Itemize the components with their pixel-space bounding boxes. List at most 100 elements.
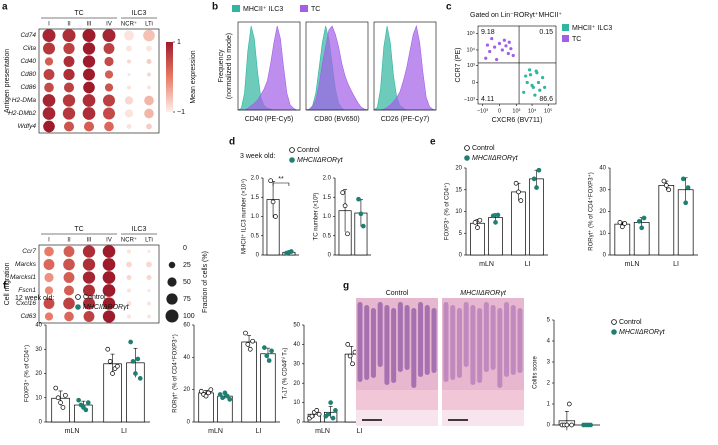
data-point [227,397,233,402]
scatter-point [511,53,515,58]
data-point [83,407,89,413]
dot [104,83,114,92]
scatter-point [533,93,537,97]
scatter-point [488,49,492,54]
legend-marker [611,329,617,335]
data-point [137,376,143,381]
data-point [564,422,570,428]
data-point [472,220,478,225]
legend-label: Control [297,147,320,154]
size-legend-label: 100 [183,313,195,320]
group-label: TC [74,226,83,233]
crypt [456,308,462,378]
x-tick-label: mLN [208,428,223,435]
data-point [680,176,686,182]
density-curve [374,24,437,111]
dot [63,297,75,310]
dot [102,297,116,310]
data-point [225,393,230,399]
x-tick-label: LI [121,428,127,435]
data-point [268,178,274,184]
x-tick-label: LI [357,428,363,435]
dot [147,250,151,253]
y-axis-label: Colitis score [533,356,539,389]
plot-frame [477,25,557,105]
data-point [661,178,667,184]
quadrant-label: 9.18 [481,29,495,36]
y-tick-label: 10 [455,209,462,215]
dot [126,314,132,319]
y-tick-label: 20 [455,166,462,172]
legend-swatch [562,24,569,31]
dot [143,29,155,42]
scatter-point [502,38,506,42]
crypt [404,305,410,370]
dot [82,245,96,258]
y-tick-label: 40 [35,323,42,329]
data-point [198,388,204,394]
data-point [269,348,274,354]
data-point [619,224,625,230]
column-label: III [86,238,91,244]
dot [83,311,95,322]
y-tick-label: −10³ [464,97,475,103]
dot [82,94,96,107]
panel-label: b [212,2,218,13]
colorbar-tick-label: 1 [177,39,181,46]
dot [126,45,132,52]
gene-label: Cd80 [20,71,36,78]
data-point [85,400,91,405]
y-tick-label: 0 [603,253,607,259]
data-point [58,400,63,405]
dot [146,123,152,130]
scatter-point [490,37,494,41]
dot [126,249,132,254]
panel-label: a [2,2,8,13]
data-point [203,393,209,399]
data-point [273,214,278,219]
data-point [342,203,348,209]
y-tick-label: 20 [599,209,606,215]
data-point [350,361,355,367]
data-point [490,213,496,219]
y-tick-label: 10 [35,395,42,401]
dot-frame [38,244,160,324]
scatter-point [534,69,538,73]
data-point [534,185,539,190]
dot [44,272,54,283]
data-point [636,218,642,224]
crypt [424,305,430,375]
x-axis-label: CD26 (PE-Cy7) [381,116,430,123]
scatter-point [528,73,533,77]
dot [63,121,75,132]
dot [124,109,134,118]
data-point [588,422,594,428]
bar [241,341,257,423]
significance-label: ** [278,176,284,183]
dot [102,284,116,297]
y-tick-label: 2.0 [251,176,260,182]
legend-marker [75,304,81,310]
legend-marker [289,157,295,163]
dot [62,107,76,120]
data-point [133,371,138,376]
colorbar [166,42,173,112]
y-tick-label: 0 [187,420,191,426]
image-label: Control [386,290,409,297]
panel-label: g [343,281,349,292]
data-point [206,390,211,396]
dot [126,274,132,281]
dot [126,59,132,64]
y-axis-label: Frequency [218,49,225,83]
crypt [517,308,523,373]
bar [658,185,675,256]
x-tick-label: 0 [498,108,501,114]
y-tick-label: 5 [547,318,551,324]
dot [43,259,55,270]
x-tick-label: mLN [479,261,494,268]
y-axis-label: TC number (×10³) [314,193,320,241]
scatter-point [536,80,541,85]
crypt [411,308,417,388]
